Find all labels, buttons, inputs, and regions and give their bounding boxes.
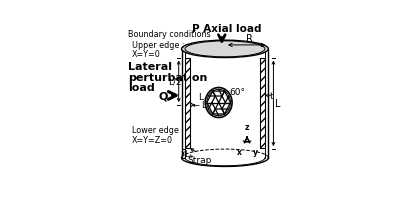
Text: L/2: L/2 <box>168 77 182 86</box>
Text: Q: Q <box>158 91 168 101</box>
Text: y: y <box>252 147 257 156</box>
Text: $\leftarrow$L$_s$: $\leftarrow$L$_s$ <box>190 99 210 112</box>
Text: Lateral: Lateral <box>128 62 172 72</box>
Text: perturbation: perturbation <box>128 72 207 82</box>
Bar <box>184 59 190 149</box>
Bar <box>184 59 190 149</box>
Text: R: R <box>246 34 253 44</box>
Bar <box>259 59 264 149</box>
Text: Lower edge :: Lower edge : <box>132 126 183 135</box>
Text: L$_s$: L$_s$ <box>197 91 208 104</box>
Text: L: L <box>275 99 280 109</box>
Text: Boundary conditions: Boundary conditions <box>128 30 210 39</box>
Text: Strap: Strap <box>187 155 211 164</box>
Text: X=Y=Z=0: X=Y=Z=0 <box>132 135 172 144</box>
Text: z: z <box>244 122 249 131</box>
Text: x: x <box>236 147 241 156</box>
Ellipse shape <box>181 41 268 58</box>
Text: load: load <box>128 82 154 92</box>
Bar <box>259 59 264 149</box>
Text: Upper edge :: Upper edge : <box>132 41 184 50</box>
Text: t: t <box>269 91 273 100</box>
Text: L$_b$: L$_b$ <box>184 147 194 160</box>
Text: X=Y=0: X=Y=0 <box>132 50 160 59</box>
Ellipse shape <box>205 88 231 118</box>
Text: 60°: 60° <box>229 88 245 97</box>
Text: P Axial load: P Axial load <box>191 24 261 34</box>
